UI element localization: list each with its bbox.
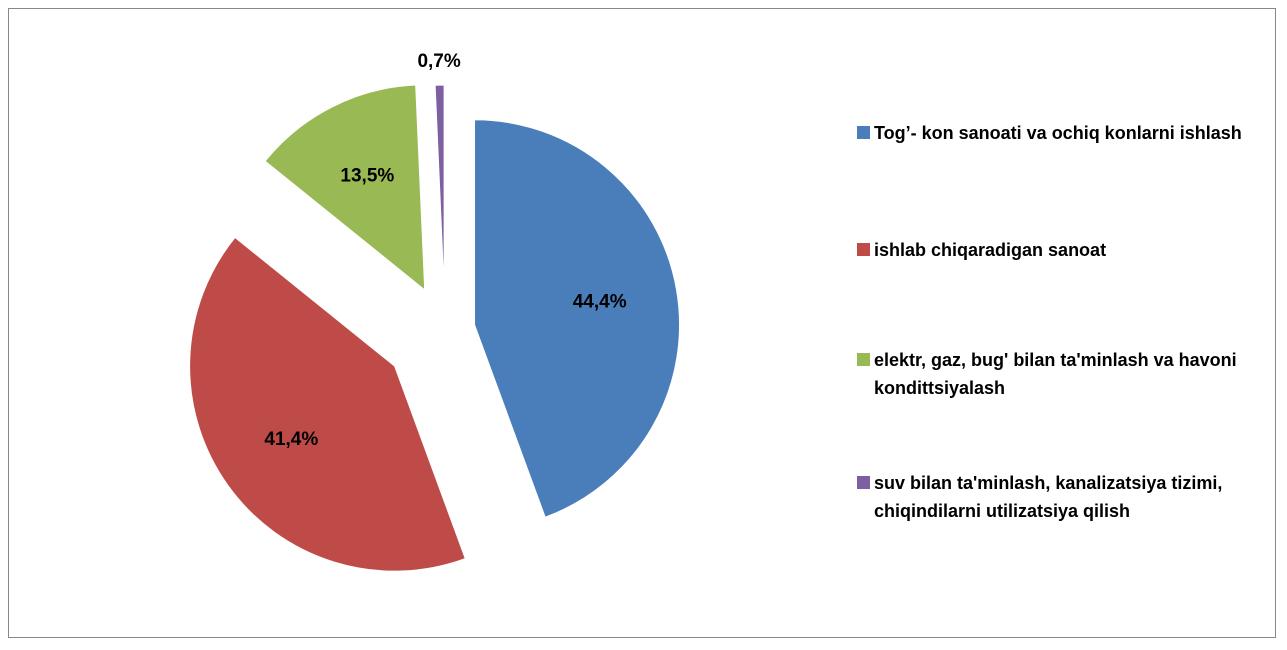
data-label: 44,4% [573, 292, 627, 313]
legend-item: ishlab chiqaradigan sanoat [857, 236, 1277, 264]
pie-slice [434, 84, 445, 291]
legend-item: suv bilan ta'minlash, kanalizatsiya tizi… [857, 469, 1277, 525]
legend-label: ishlab chiqaradigan sanoat [874, 240, 1107, 260]
data-label: 13,5% [340, 165, 394, 186]
legend-swatch [857, 353, 870, 366]
chart-frame [8, 8, 1276, 638]
legend-swatch [857, 126, 870, 139]
legend-label: elektr, gaz, bug' bilan ta'minlash va ha… [874, 350, 1237, 398]
legend-item: Tog’- kon sanoati va ochiq konlarni ishl… [857, 119, 1277, 147]
legend-label: suv bilan ta'minlash, kanalizatsiya tizi… [874, 473, 1223, 521]
legend-label: Tog’- kon sanoati va ochiq konlarni ishl… [874, 123, 1242, 143]
legend-swatch [857, 476, 870, 489]
data-label: 41,4% [264, 429, 318, 450]
legend-item: elektr, gaz, bug' bilan ta'minlash va ha… [857, 346, 1277, 402]
pie-slice [189, 236, 466, 572]
legend-swatch [857, 243, 870, 256]
pie-slice [264, 84, 426, 291]
data-label: 0,7% [417, 51, 460, 72]
pie-slice [474, 119, 681, 518]
